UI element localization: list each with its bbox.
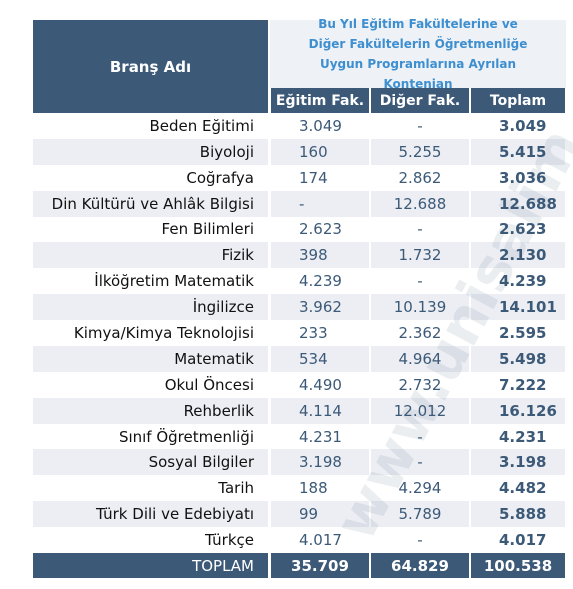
total-value: 3.036	[471, 164, 565, 191]
branch-name: Fizik	[33, 242, 268, 269]
quota-value: -	[371, 423, 469, 450]
grand-total: 100.538	[471, 553, 565, 578]
quota-value: -	[371, 449, 469, 476]
quota-value: 5.255	[371, 138, 469, 165]
quota-value: -	[371, 527, 469, 553]
branch-name: Coğrafya	[33, 164, 268, 191]
branch-name: Beden Eğitimi	[33, 113, 268, 139]
group-header: Bu Yıl Eğitim Fakültelerine ve Diğer Fak…	[270, 17, 566, 91]
quota-value: 398	[271, 242, 369, 269]
quota-value: 160	[271, 138, 369, 165]
branch-name: Okul Öncesi	[33, 371, 268, 398]
branch-name: Türk Dili ve Edebiyatı	[33, 501, 268, 528]
branch-name: Fen Bilimleri	[33, 216, 268, 243]
branch-name: İngilizce	[33, 294, 268, 321]
quota-value: 188	[271, 475, 369, 502]
quota-value: 4.017	[271, 527, 369, 553]
column-header: Eğitim Fak.	[271, 88, 369, 113]
total-value: 3.198	[471, 449, 565, 476]
column-header: Diğer Fak.	[371, 88, 469, 113]
quota-value: 3.962	[271, 294, 369, 321]
branch-name: Kimya/Kimya Teknolojisi	[33, 320, 268, 346]
quota-value: 5.789	[371, 501, 469, 528]
quota-value: 3.198	[271, 449, 369, 476]
total-value: 3.049	[471, 113, 565, 139]
quota-value: 3.049	[271, 113, 369, 139]
total-value: 16.126	[471, 397, 565, 424]
branch-name: Tarih	[33, 475, 268, 502]
quota-value: 1.732	[371, 242, 469, 269]
branch-name: Biyoloji	[33, 138, 268, 165]
quota-value: 4.964	[371, 345, 469, 372]
quota-value: 10.139	[371, 294, 469, 321]
branch-name: Din Kültürü ve Ahlâk Bilgisi	[33, 190, 268, 217]
quota-value: 4.114	[271, 397, 369, 424]
total-value: 5.888	[471, 501, 565, 528]
quota-value: 2.732	[371, 371, 469, 398]
quota-value: 99	[271, 501, 369, 528]
total-label: TOPLAM	[33, 553, 268, 578]
branch-header: Branş Adı	[33, 20, 268, 113]
quota-value: 2.862	[371, 164, 469, 191]
quota-value: 2.623	[271, 216, 369, 243]
branch-name: İlköğretim Matematik	[33, 268, 268, 295]
quota-value: 4.294	[371, 475, 469, 502]
quota-value: 4.239	[271, 268, 369, 295]
quota-value: 4.231	[271, 423, 369, 450]
branch-name: Türkçe	[33, 527, 268, 553]
quota-value: -	[371, 113, 469, 139]
quota-value: 174	[271, 164, 369, 191]
quota-value: -	[271, 190, 369, 217]
total-value: 5.498	[471, 345, 565, 372]
branch-name: Sınıf Öğretmenliği	[33, 423, 268, 450]
total-value: 4.239	[471, 268, 565, 295]
branch-name: Rehberlik	[33, 397, 268, 424]
total-value: 4.231	[471, 423, 565, 450]
total-value: 7.222	[471, 371, 565, 398]
quota-value: 4.490	[271, 371, 369, 398]
total-value: 14.101	[471, 294, 565, 321]
quota-value: 12.012	[371, 397, 469, 424]
grand-total: 64.829	[371, 553, 469, 578]
column-header: Toplam	[471, 88, 565, 113]
total-value: 4.017	[471, 527, 565, 553]
total-value: 2.595	[471, 320, 565, 346]
total-value: 4.482	[471, 475, 565, 502]
branch-name: Sosyal Bilgiler	[33, 449, 268, 476]
quota-value: 2.362	[371, 320, 469, 346]
total-value: 2.623	[471, 216, 565, 243]
quota-value: -	[371, 268, 469, 295]
total-value: 5.415	[471, 138, 565, 165]
quota-value: -	[371, 216, 469, 243]
quota-value: 534	[271, 345, 369, 372]
branch-name: Matematik	[33, 345, 268, 372]
grand-total: 35.709	[271, 553, 369, 578]
total-value: 2.130	[471, 242, 565, 269]
total-value: 12.688	[471, 190, 565, 217]
quota-value: 233	[271, 320, 369, 346]
quota-value: 12.688	[371, 190, 469, 217]
